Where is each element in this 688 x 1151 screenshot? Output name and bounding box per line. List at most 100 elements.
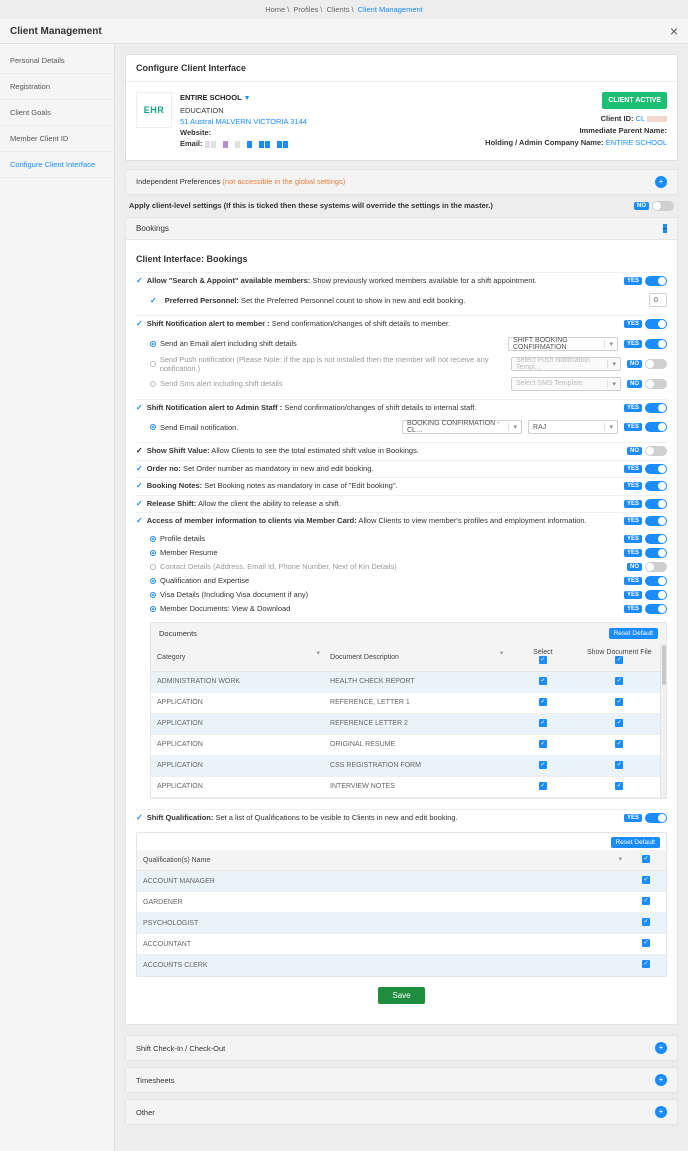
sidebar-item-configure[interactable]: Configure Client Interface [0,152,114,178]
checkbox[interactable] [615,782,623,790]
sidebar-item-goals[interactable]: Client Goals [0,100,114,126]
radio-push-member[interactable] [150,361,156,367]
toggle-member-card[interactable]: YES [624,516,667,526]
radio-contact[interactable] [150,564,156,570]
select-email-template-admin[interactable]: BOOKING CONFIRMATION - CL…▾ [402,420,522,434]
qualifications-table: Qualification(s) Name▾ ACCOUNT MANAGERGA… [137,850,666,976]
toggle-shift-qualification[interactable]: YES [624,813,667,823]
expand-icon[interactable]: + [655,1042,667,1054]
toggle-apply-client-level[interactable]: NO [634,201,674,211]
toggle-resume[interactable]: YES [624,548,667,558]
checkbox-show-all[interactable] [615,656,623,664]
checkbox[interactable] [539,740,547,748]
checkbox[interactable] [539,698,547,706]
client-logo: EHR [136,92,172,128]
checkbox[interactable] [642,960,650,968]
radio-qual[interactable] [150,578,156,584]
checkbox-select-all[interactable] [539,656,547,664]
col-category[interactable]: Category▾ [151,644,324,672]
bar-shift-check[interactable]: Shift Check-In / Check-Out+ [125,1035,678,1061]
sidebar-item-personal[interactable]: Personal Details [0,48,114,74]
checkbox[interactable] [615,677,623,685]
email-barcode [205,141,288,148]
checkbox[interactable] [539,719,547,727]
documents-reset-button[interactable]: Reset Default [609,628,658,639]
expand-icon[interactable]: + [655,176,667,188]
crumb-current: Client Management [358,5,423,14]
qualifications-reset-button[interactable]: Reset Default [611,837,660,848]
scrollbar[interactable] [660,644,666,798]
checkbox[interactable] [615,740,623,748]
col-qual-name[interactable]: Qualification(s) Name▾ [137,850,626,871]
select-admin-recipient[interactable]: RAJ▾ [528,420,618,434]
radio-sms-member[interactable] [150,381,156,387]
radio-email-member[interactable] [150,341,156,347]
toggle-qual[interactable]: YES [624,576,667,586]
table-row: APPLICATIONINTERVIEW NOTES [151,776,660,797]
toggle-order-no[interactable]: YES [624,464,667,474]
checkbox[interactable] [615,698,623,706]
select-email-template-member[interactable]: SHIFT BOOKING CONFIRMATION▾ [508,337,618,351]
check-icon: ✓ [136,464,143,473]
check-icon: ✓ [136,319,143,328]
radio-email-admin[interactable] [150,424,156,430]
email-label: Email: [180,139,203,148]
expand-icon[interactable]: + [655,1074,667,1086]
toggle-show-shift-value[interactable]: NO [627,446,667,456]
check-icon: ✓ [136,446,143,455]
crumb-home[interactable]: Home [265,5,285,14]
toggle-notif-member[interactable]: YES [624,319,667,329]
radio-resume[interactable] [150,550,156,556]
sidebar-item-member-client-id[interactable]: Member Client ID [0,126,114,152]
bar-independent-preferences[interactable]: Independent Preferences (not accessible … [125,169,678,195]
toggle-push-member[interactable]: NO [627,359,667,369]
checkbox[interactable] [539,677,547,685]
filter-icon[interactable]: ▾ [618,855,622,863]
table-row: APPLICATIONORIGINAL RESUME [151,734,660,755]
preferred-count-input[interactable]: 0 [649,293,667,307]
toggle-email-member[interactable]: YES [624,339,667,349]
checkbox[interactable] [615,761,623,769]
checkbox-qual-all[interactable] [642,855,650,863]
toggle-profile[interactable]: YES [624,534,667,544]
toggle-docs[interactable]: YES [624,604,667,614]
filter-icon[interactable]: ▾ [500,649,504,657]
col-showfile[interactable]: Show Document File [579,644,660,672]
checkbox[interactable] [642,876,650,884]
toggle-visa[interactable]: YES [624,590,667,600]
checkbox[interactable] [642,897,650,905]
crumb-profiles[interactable]: Profiles [293,5,318,14]
checkbox[interactable] [642,918,650,926]
holding-value[interactable]: ENTIRE SCHOOL [606,138,667,147]
toggle-release-shift[interactable]: YES [624,499,667,509]
checkbox[interactable] [615,719,623,727]
radio-docs[interactable] [150,606,156,612]
toggle-email-admin[interactable]: YES [624,422,667,432]
crumb-clients[interactable]: Clients [327,5,350,14]
radio-profile[interactable] [150,536,156,542]
table-row: APPLICATIONREFERENCE LETTER 2 [151,713,660,734]
col-select[interactable]: Select [507,644,578,672]
bar-timesheets[interactable]: Timesheets+ [125,1067,678,1093]
save-button[interactable]: Save [378,987,424,1004]
toggle-notif-admin[interactable]: YES [624,403,667,413]
chevron-down-icon[interactable]: ▼ [244,95,251,102]
toggle-contact[interactable]: NO [627,562,667,572]
expand-icon[interactable]: + [655,1106,667,1118]
close-icon[interactable]: × [670,23,678,39]
checkbox[interactable] [539,761,547,769]
client-address[interactable]: 51 Austral MALVERN VICTORIA 3144 [180,117,307,126]
client-name[interactable]: ENTIRE SCHOOL [180,93,242,102]
collapse-icon[interactable]: – [663,224,667,233]
radio-visa[interactable] [150,592,156,598]
toggle-sms-member[interactable]: NO [627,379,667,389]
checkbox[interactable] [642,939,650,947]
checkbox[interactable] [539,782,547,790]
toggle-booking-notes[interactable]: YES [624,481,667,491]
bar-other[interactable]: Other+ [125,1099,678,1125]
col-description[interactable]: Document Description▾ [324,644,507,672]
toggle-search-appoint[interactable]: YES [624,276,667,286]
sidebar-item-registration[interactable]: Registration [0,74,114,100]
documents-title: Documents [159,629,197,638]
filter-icon[interactable]: ▾ [317,649,321,657]
